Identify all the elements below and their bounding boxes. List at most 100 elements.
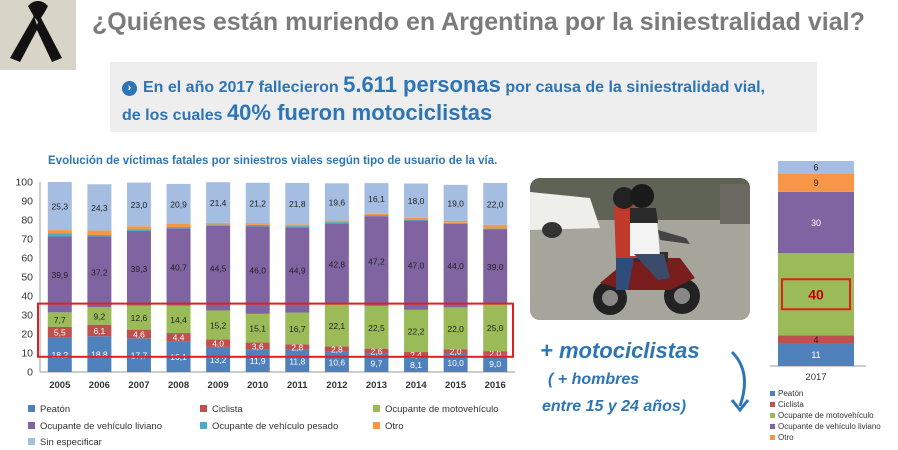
bar-segment-otro bbox=[324, 220, 349, 223]
data-label-moto: 22,1 bbox=[329, 321, 346, 331]
bar-segment-moto bbox=[324, 304, 349, 347]
data-label-peaton: 9,7 bbox=[371, 358, 383, 368]
bar-segment-pesado bbox=[206, 224, 231, 226]
banner-line-2: de los cuales 40% fueron motociclistas bbox=[122, 100, 492, 126]
legend-label: Ciclista bbox=[778, 400, 804, 409]
bar-segment-ciclista bbox=[404, 352, 429, 357]
data-label-ciclista: 4,4 bbox=[173, 333, 185, 343]
bar-segment-sin bbox=[245, 182, 270, 224]
data-label-moto: 22,5 bbox=[368, 323, 385, 333]
data-label-liviano: 40,7 bbox=[170, 263, 187, 273]
bar-segment-otro bbox=[87, 230, 112, 236]
data-label-sin: 19,0 bbox=[447, 198, 464, 208]
legend-swatch bbox=[770, 435, 775, 440]
data-label-ciclista: 6,1 bbox=[93, 326, 105, 336]
data-label-peaton: 9,0 bbox=[489, 359, 501, 369]
y-tick-label: 50 bbox=[21, 272, 33, 284]
data-label-sin: 21,8 bbox=[289, 199, 306, 209]
bar-segment-ciclista bbox=[364, 348, 389, 354]
curved-arrow-icon bbox=[730, 350, 750, 413]
chart-title: Evolución de víctimas fatales por sinies… bbox=[48, 155, 498, 167]
bar-segment-otro bbox=[245, 223, 270, 225]
y-tick-label: 20 bbox=[21, 329, 33, 341]
motorcycle-riders-photo bbox=[530, 178, 750, 320]
bar-segment-otro bbox=[364, 213, 389, 216]
bar-segment-ciclista bbox=[47, 326, 72, 338]
bar-segment-moto bbox=[87, 307, 112, 325]
stacked-bar-chart-2017: 2017 11 4 40 30 9 6 bbox=[770, 161, 866, 383]
bar-segment-moto bbox=[245, 313, 270, 343]
y-tick-label: 70 bbox=[21, 234, 33, 246]
data-label-sin: 18,0 bbox=[408, 196, 425, 206]
bar-segment-ciclista bbox=[285, 344, 310, 350]
legend-2017-peaton: Peatón bbox=[770, 389, 803, 398]
bar-segment-otro bbox=[206, 222, 231, 225]
bar-segment-pesado bbox=[324, 222, 349, 224]
legend-label: Ocupante de vehículo pesado bbox=[212, 421, 339, 432]
legend-item-liviano: Ocupante de vehículo liviano bbox=[28, 421, 162, 432]
data-label-moto: 9,2 bbox=[93, 311, 105, 321]
summary-banner: › En el año 2017 fallecieron 5.611 person… bbox=[110, 62, 817, 132]
bar-segment-peaton bbox=[87, 336, 112, 372]
legend-item-moto: Ocupante de motovehículo bbox=[373, 404, 499, 415]
legend-swatch bbox=[28, 405, 35, 412]
legend-label: Ocupante de vehículo liviano bbox=[778, 422, 881, 431]
data-label-moto: 7,7 bbox=[54, 315, 66, 325]
bar-segment-otro bbox=[47, 230, 72, 234]
banner-deaths-total: 5.611 personas bbox=[343, 72, 501, 97]
data-label-liviano: 46,0 bbox=[249, 266, 266, 276]
data-label-sin: 25,3 bbox=[52, 202, 69, 212]
data-label-ciclista: 2,0 bbox=[450, 347, 462, 357]
legend-label: Ocupante de vehículo liviano bbox=[40, 421, 162, 432]
page-title: ¿Quiénes están muriendo en Argentina por… bbox=[92, 8, 865, 36]
legend-2017-liviano: Ocupante de vehículo liviano bbox=[770, 422, 881, 431]
legend-swatch bbox=[770, 402, 775, 407]
bar-segment-ciclista bbox=[443, 349, 468, 353]
data-label-peaton: 10,0 bbox=[447, 358, 464, 368]
bar-segment-liviano bbox=[443, 223, 468, 308]
data-label-moto: 16,7 bbox=[289, 324, 306, 334]
bar-segment-otro bbox=[404, 217, 429, 220]
y-tick-label: 40 bbox=[21, 291, 33, 303]
legend-label: Otro bbox=[778, 433, 794, 442]
legend-2017-ciclista: Ciclista bbox=[770, 400, 804, 409]
data-label-peaton: 13,2 bbox=[210, 355, 227, 365]
legend-label: Sin especificar bbox=[40, 437, 102, 448]
bar-segment-moto bbox=[285, 312, 310, 345]
legend-swatch bbox=[373, 422, 380, 429]
data-label-ciclista: 4,0 bbox=[212, 339, 224, 349]
legend-swatch bbox=[28, 438, 35, 445]
bar-segment-sin bbox=[87, 184, 112, 231]
data-label-ciclista: 3,6 bbox=[252, 341, 264, 351]
bar-segment-moto bbox=[47, 312, 72, 327]
bar-segment-liviano bbox=[245, 226, 270, 314]
bar-segment-sin bbox=[47, 182, 72, 231]
y-tick-label: 30 bbox=[21, 310, 33, 322]
y-tick-label: 10 bbox=[21, 348, 33, 360]
highlight-box bbox=[781, 278, 851, 311]
legend-item-pesado: Ocupante de vehículo pesado bbox=[200, 421, 338, 432]
bar-segment-ciclista bbox=[126, 329, 151, 339]
data-label-moto: 25,0 bbox=[487, 323, 504, 333]
y-tick-label: 80 bbox=[21, 215, 33, 227]
bar-segment-liviano bbox=[47, 236, 72, 313]
bar-segment-ciclista bbox=[245, 342, 270, 350]
y-tick-label: 100 bbox=[15, 177, 33, 189]
data-label-moto: 22,2 bbox=[408, 326, 425, 336]
bar-segment-sin bbox=[285, 182, 310, 225]
bar-segment-liviano bbox=[166, 228, 191, 306]
data-label-moto: 14,4 bbox=[170, 315, 187, 325]
data-label-sin: 6 bbox=[813, 163, 818, 173]
x-tick-label: 2015 bbox=[445, 380, 467, 391]
data-label-peaton: 11 bbox=[811, 350, 820, 360]
banner-line-1: › En el año 2017 fallecieron 5.611 person… bbox=[122, 72, 765, 98]
bar-segment-ciclista bbox=[324, 346, 349, 352]
data-label-moto: 22,0 bbox=[447, 324, 464, 334]
data-label-moto: 40 bbox=[808, 286, 824, 302]
bar-segment-ciclista bbox=[166, 333, 191, 342]
bar-segment-pesado bbox=[87, 235, 112, 237]
bar-segment-moto bbox=[166, 305, 191, 334]
bar-segment-sin bbox=[324, 183, 349, 221]
x-tick-label: 2006 bbox=[89, 380, 110, 391]
data-label-peaton: 18,2 bbox=[52, 350, 69, 360]
